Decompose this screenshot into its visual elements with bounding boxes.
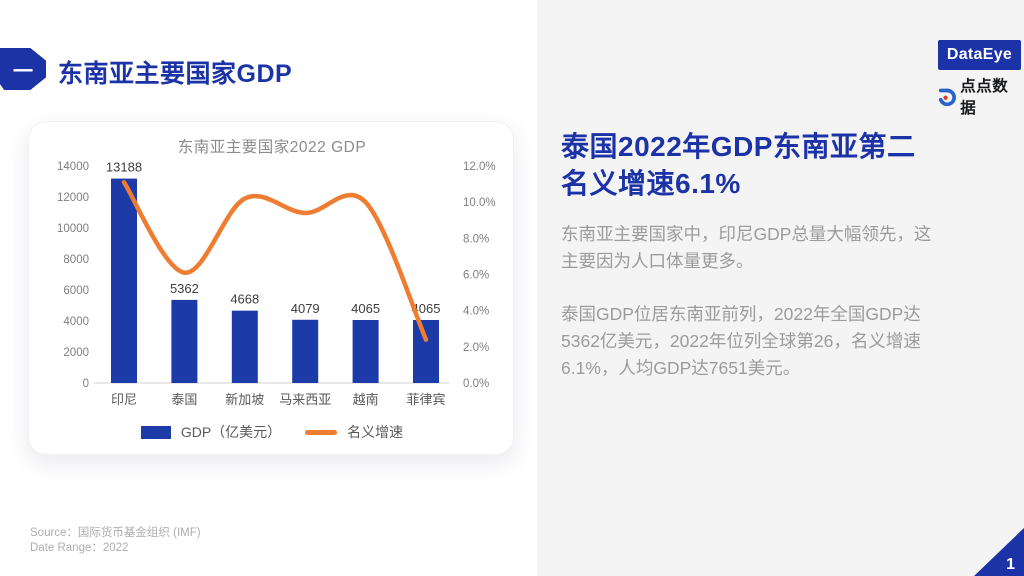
- bar-value-label: 4079: [291, 301, 320, 316]
- legend-bar-label: GDP（亿美元）: [180, 424, 282, 440]
- section-number-badge: 一: [0, 48, 46, 90]
- right-axis-tick-label: 10.0%: [463, 197, 496, 209]
- bar-value-label: 4668: [230, 292, 259, 307]
- right-axis-tick-label: 6.0%: [463, 270, 489, 282]
- bar-value-label: 13188: [106, 160, 142, 175]
- x-axis-category-label: 新加坡: [225, 392, 264, 407]
- x-axis-category-label: 印尼: [111, 392, 137, 407]
- x-axis-category-label: 泰国: [171, 392, 197, 407]
- gdp-bar: [413, 319, 439, 383]
- right-axis-tick-label: 0.0%: [463, 378, 489, 390]
- chart-title: 东南亚主要国家2022 GDP: [177, 139, 367, 156]
- page-number: 1: [1006, 556, 1015, 573]
- gdp-bar: [231, 310, 258, 383]
- insight-paragraph: 东南亚主要国家中，印尼GDP总量大幅领先，这 主要因为人口体量更多。: [561, 224, 932, 271]
- y-axis-tick-label: 14000: [57, 161, 89, 173]
- right-axis-tick-label: 12.0%: [463, 161, 496, 173]
- source-line: Source：国际货币基金组织 (IMF): [30, 527, 201, 539]
- bar-value-label: 4065: [412, 301, 441, 316]
- gdp-bar: [352, 319, 379, 383]
- source-note: Source：国际货币基金组织 (IMF) Date Range：2022: [30, 526, 201, 556]
- y-axis-tick-label: 8000: [63, 254, 89, 266]
- bar-value-label: 5362: [170, 281, 199, 296]
- insight-heading: 泰国2022年GDP东南亚第二 名义增速6.1%: [561, 131, 916, 199]
- y-axis-tick-label: 0: [83, 378, 89, 390]
- gdp-bar: [292, 319, 319, 383]
- y-axis-tick-label: 12000: [57, 192, 89, 204]
- chart-card: 14000 12000 10000 8000 6000 4000 2000 0 12.0% 10.…: [28, 121, 514, 455]
- dataeye-d-icon: [938, 88, 956, 106]
- page-title: 东南亚主要国家GDP: [58, 60, 293, 88]
- legend-bar-swatch-icon: [140, 425, 171, 439]
- x-axis-category-label: 马来西亚: [279, 392, 331, 407]
- legend-line-label: 名义增速: [347, 424, 404, 440]
- dataeye-logo: DataEye 点点数据: [938, 40, 1022, 118]
- y-axis-tick-label: 10000: [57, 223, 89, 235]
- gdp-chart: 14000 12000 10000 8000 6000 4000 2000 0 12.0% 10.…: [57, 160, 496, 407]
- right-axis-tick-label: 4.0%: [463, 306, 489, 318]
- chart-legend: GDP（亿美元） 名义增速: [29, 422, 515, 442]
- bar-value-label: 4065: [351, 301, 380, 316]
- y-axis-tick-label: 2000: [63, 347, 89, 359]
- right-axis-tick-label: 2.0%: [463, 342, 489, 354]
- legend-line-swatch-icon: [305, 429, 338, 435]
- dataeye-product: 点点数据: [938, 74, 1022, 118]
- insight-paragraph: 泰国GDP位居东南亚前列，2022年全国GDP达 5362亿美元，2022年位列…: [561, 304, 921, 378]
- x-axis-category-label: 越南: [353, 392, 379, 407]
- growth-line: [121, 180, 429, 342]
- insight-body: 东南亚主要国家中，印尼GDP总量大幅领先，这 主要因为人口体量更多。 泰国GDP…: [561, 221, 1011, 408]
- dataeye-wordmark: DataEye: [938, 40, 1021, 70]
- section-number: 一: [13, 60, 33, 83]
- right-axis-tick-label: 8.0%: [463, 233, 489, 245]
- gdp-bar: [111, 178, 137, 383]
- gdp-bar: [171, 299, 198, 383]
- y-axis-tick-label: 4000: [63, 316, 89, 328]
- x-axis-category-label: 菲律宾: [406, 392, 445, 407]
- date-range-line: Date Range：2022: [30, 542, 129, 554]
- right-panel: [537, 0, 1024, 576]
- product-name: 点点数据: [960, 78, 1009, 117]
- y-axis-tick-label: 6000: [63, 285, 89, 297]
